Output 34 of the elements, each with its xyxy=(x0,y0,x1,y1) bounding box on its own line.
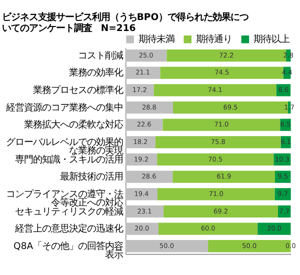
bar xyxy=(172,170,276,183)
bar xyxy=(125,240,208,252)
legend-label: 期待以上 xyxy=(254,34,290,46)
chart-title: ビジネス支援サービス利用（うちBPO）で得られた効果についてのアンケート調査 N=216 xyxy=(2,12,249,34)
bar xyxy=(158,222,258,235)
bar xyxy=(125,118,163,131)
bar xyxy=(125,170,173,183)
y-tick-label: 専門的知識・スキルの活用 xyxy=(15,154,124,166)
bar xyxy=(160,66,284,79)
y-tick-label: 経営資源のコア業務への集中 xyxy=(5,102,124,114)
bar xyxy=(157,153,274,166)
y-tick-label: 経営上の意思決定の迅速化 xyxy=(14,224,124,235)
legend-label: 期待未満 xyxy=(138,34,174,46)
y-tick-label: 業務拡大への柔軟な対応 xyxy=(24,120,124,131)
bar xyxy=(125,188,158,200)
y-tick-label: 業務の効率化 xyxy=(69,68,124,79)
legend-label: 期待通り xyxy=(196,34,232,46)
y-tick-label: 業務プロセスの標準化 xyxy=(33,84,124,96)
bar xyxy=(164,205,278,218)
bar xyxy=(125,49,167,62)
bar xyxy=(125,222,158,235)
bar xyxy=(125,66,160,79)
bar xyxy=(125,84,154,96)
bar xyxy=(155,136,281,148)
bar xyxy=(258,222,291,235)
bar xyxy=(125,205,164,218)
y-tick-label: コスト削減 xyxy=(78,50,124,62)
bar xyxy=(162,118,280,131)
bar xyxy=(125,101,173,114)
y-tick-label: 最新技術の活用 xyxy=(60,172,124,183)
bar xyxy=(157,188,275,200)
y-tick-label: セキュリティリスクの軽減 xyxy=(15,206,124,218)
y-tick-label: Q8A「その他」の回答内容表示 xyxy=(14,240,124,260)
bar xyxy=(154,84,276,96)
